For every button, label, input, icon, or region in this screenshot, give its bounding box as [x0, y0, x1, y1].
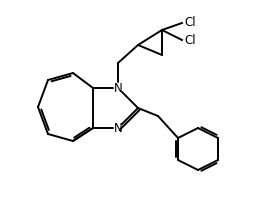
- Text: Cl: Cl: [184, 34, 196, 46]
- Text: N: N: [114, 82, 122, 94]
- Text: Cl: Cl: [184, 17, 196, 29]
- Text: N: N: [114, 121, 122, 135]
